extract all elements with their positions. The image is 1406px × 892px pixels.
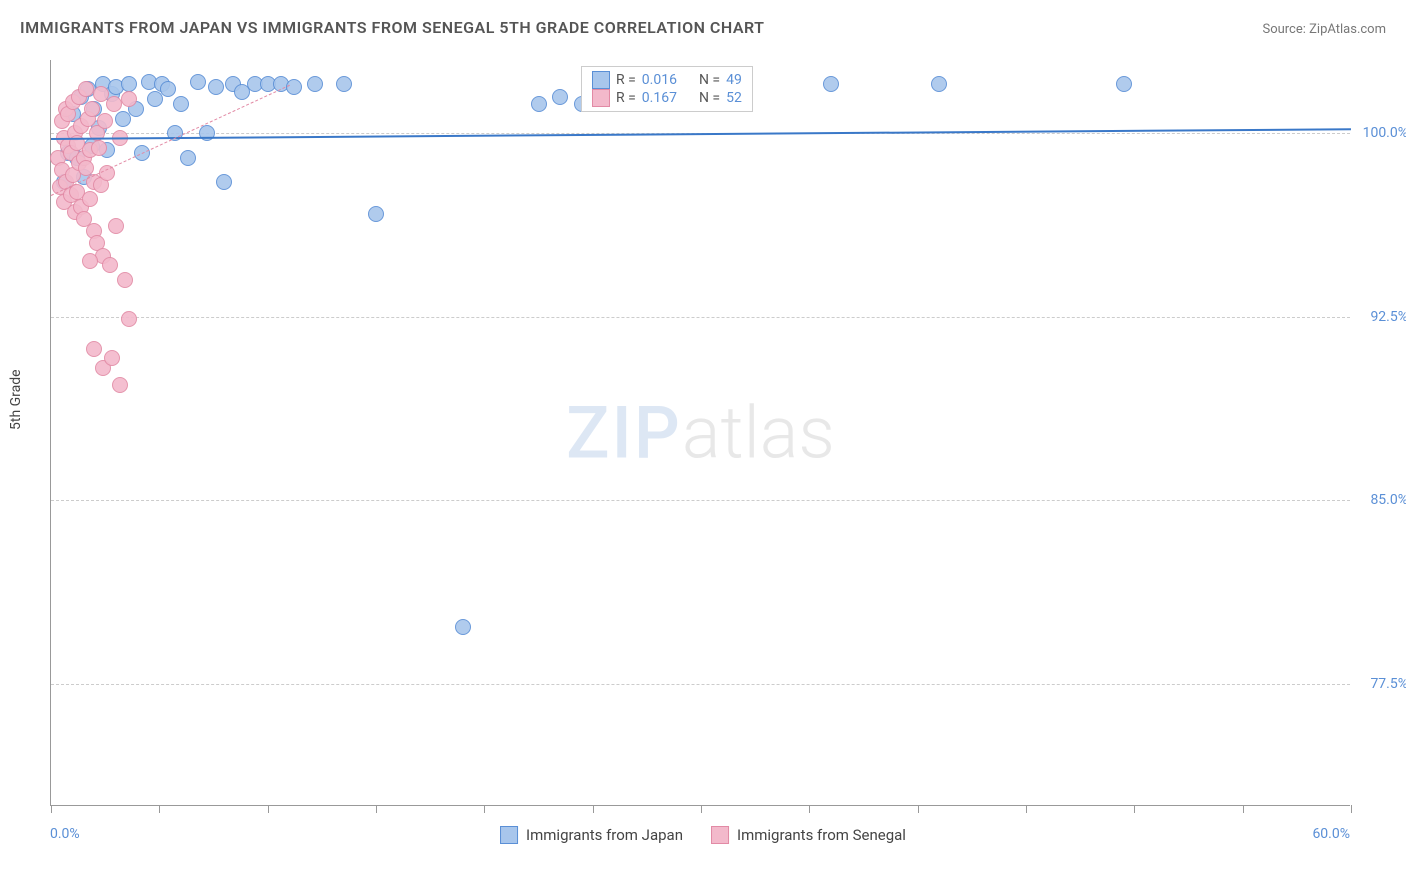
legend-swatch-japan — [500, 826, 518, 844]
data-point-japan — [1116, 76, 1132, 92]
x-tick — [1243, 805, 1244, 813]
data-point-japan — [368, 206, 384, 222]
stats-swatch-senegal — [592, 89, 610, 107]
data-point-japan — [180, 150, 196, 166]
data-point-japan — [931, 76, 947, 92]
x-tick — [484, 805, 485, 813]
legend-item-senegal: Immigrants from Senegal — [711, 826, 906, 844]
n-value-senegal: 52 — [726, 90, 742, 106]
n-label: N = — [699, 90, 720, 106]
r-label: R = — [616, 72, 636, 88]
data-point-japan — [208, 79, 224, 95]
data-point-senegal — [97, 113, 113, 129]
data-point-senegal — [86, 341, 102, 357]
x-tick — [1351, 805, 1352, 813]
grid-line — [51, 500, 1350, 501]
y-tick-label: 92.5% — [1370, 309, 1406, 325]
legend-label-japan: Immigrants from Japan — [526, 826, 683, 844]
data-point-senegal — [78, 81, 94, 97]
grid-line — [51, 684, 1350, 685]
data-point-senegal — [121, 311, 137, 327]
y-tick-label: 77.5% — [1370, 676, 1406, 692]
watermark-part1: ZIP — [566, 390, 682, 475]
x-tick — [268, 805, 269, 813]
watermark-part2: atlas — [682, 390, 835, 475]
data-point-japan — [173, 96, 189, 112]
data-point-japan — [121, 76, 137, 92]
x-tick — [701, 805, 702, 813]
x-axis-min-label: 0.0% — [50, 826, 80, 842]
stats-swatch-japan — [592, 71, 610, 89]
r-label: R = — [616, 90, 636, 106]
x-tick — [51, 805, 52, 813]
data-point-japan — [455, 619, 471, 635]
r-value-japan: 0.016 — [642, 72, 677, 88]
data-point-japan — [552, 89, 568, 105]
data-point-japan — [190, 74, 206, 90]
x-tick — [1026, 805, 1027, 813]
x-tick — [918, 805, 919, 813]
n-value-japan: 49 — [726, 72, 742, 88]
stats-legend-row-senegal: R = 0.167 N = 52 — [592, 89, 742, 107]
legend-item-japan: Immigrants from Japan — [500, 826, 683, 844]
data-point-senegal — [104, 350, 120, 366]
data-point-japan — [199, 125, 215, 141]
stats-legend-row-japan: R = 0.016 N = 49 — [592, 71, 742, 89]
legend-label-senegal: Immigrants from Senegal — [737, 826, 906, 844]
chart-title: IMMIGRANTS FROM JAPAN VS IMMIGRANTS FROM… — [20, 18, 765, 37]
x-axis-max-label: 60.0% — [1312, 826, 1350, 842]
data-point-senegal — [108, 218, 124, 234]
legend-swatch-senegal — [711, 826, 729, 844]
bottom-legend: Immigrants from Japan Immigrants from Se… — [500, 826, 906, 844]
data-point-japan — [286, 79, 302, 95]
x-tick — [376, 805, 377, 813]
data-point-japan — [216, 174, 232, 190]
data-point-japan — [336, 76, 352, 92]
data-point-senegal — [78, 160, 94, 176]
data-point-senegal — [84, 101, 100, 117]
data-point-senegal — [117, 272, 133, 288]
data-point-senegal — [82, 253, 98, 269]
source-label: Source: ZipAtlas.com — [1262, 22, 1386, 37]
data-point-japan — [531, 96, 547, 112]
data-point-japan — [160, 81, 176, 97]
data-point-senegal — [121, 91, 137, 107]
plot-area: ZIPatlas 100.0%92.5%85.0%77.5%R =0.016N … — [50, 60, 1350, 806]
x-tick — [159, 805, 160, 813]
x-tick — [593, 805, 594, 813]
y-axis-title: 5th Grade — [8, 369, 24, 430]
data-point-senegal — [82, 191, 98, 207]
data-point-senegal — [91, 140, 107, 156]
watermark: ZIPatlas — [566, 390, 835, 475]
x-tick — [809, 805, 810, 813]
y-tick-label: 100.0% — [1363, 125, 1406, 141]
data-point-japan — [823, 76, 839, 92]
y-tick-label: 85.0% — [1370, 492, 1406, 508]
data-point-senegal — [102, 257, 118, 273]
stats-legend: R = 0.016 N = 49 R = 0.167 N = 52 — [581, 66, 753, 112]
grid-line — [51, 317, 1350, 318]
r-value-senegal: 0.167 — [642, 90, 677, 106]
data-point-senegal — [112, 377, 128, 393]
data-point-senegal — [106, 96, 122, 112]
data-point-japan — [307, 76, 323, 92]
x-tick — [1134, 805, 1135, 813]
n-label: N = — [699, 72, 720, 88]
